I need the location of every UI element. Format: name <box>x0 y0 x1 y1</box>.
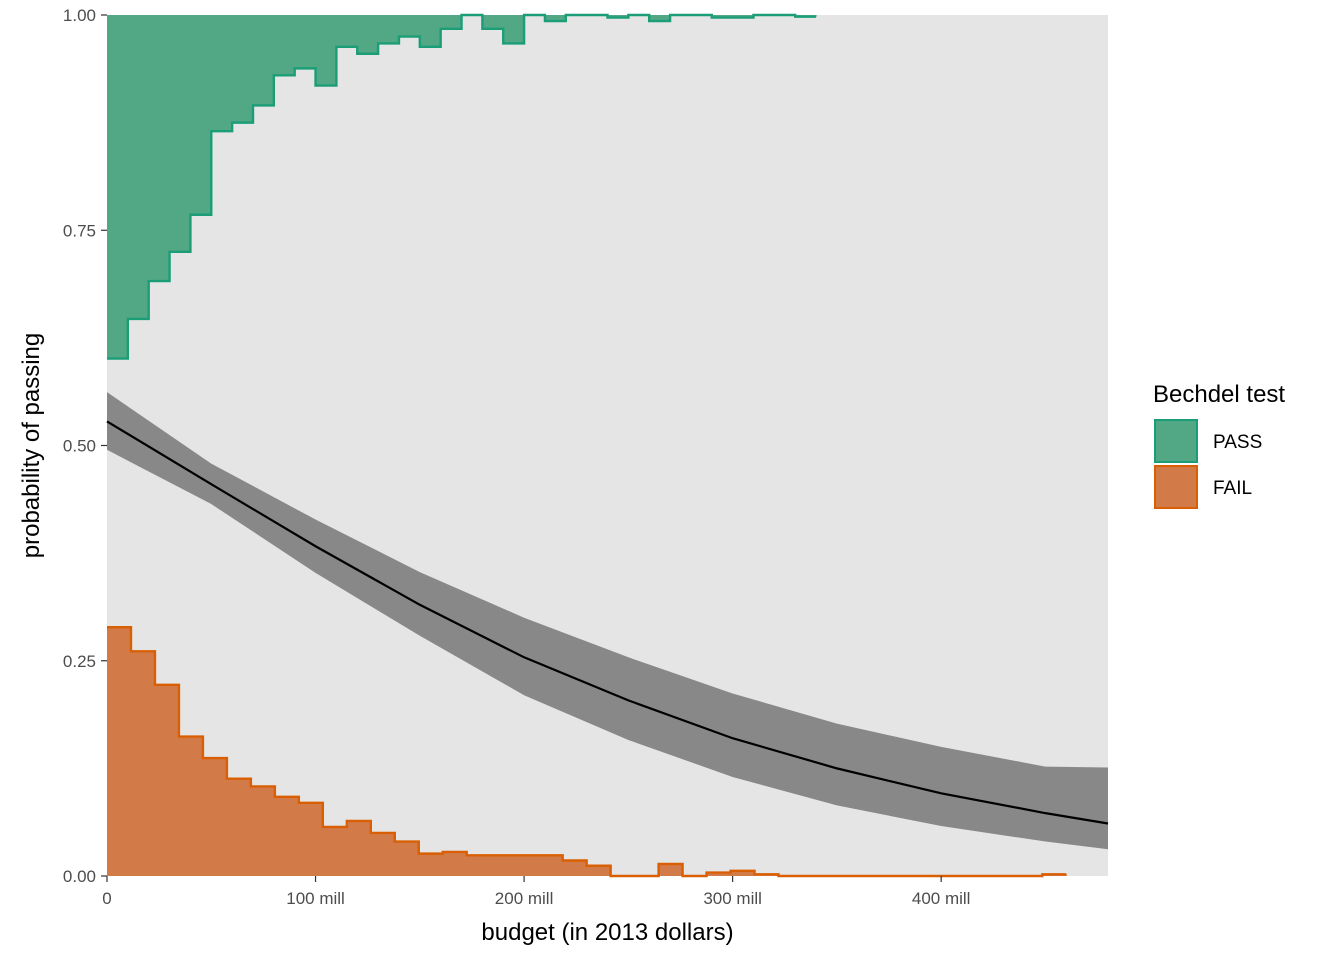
x-tick-label: 0 <box>102 889 111 908</box>
fail-histogram-bar <box>250 786 276 876</box>
pass-histogram-bar <box>315 15 337 86</box>
y-tick-label: 0.25 <box>63 652 96 671</box>
legend-key-fail <box>1154 465 1198 509</box>
legend: Bechdel test PASS FAIL <box>1153 381 1285 509</box>
fail-histogram-outline <box>107 625 1067 878</box>
pass-histogram-bar <box>273 15 296 76</box>
pass-histogram-bar <box>169 15 192 252</box>
pass-histogram-bar <box>398 15 421 37</box>
fail-histogram-bar <box>658 863 684 876</box>
y-tick-label: 0.50 <box>63 437 96 456</box>
fail-histogram-layer <box>107 625 1067 878</box>
fit-curve <box>106 420 1109 825</box>
fail-histogram-bar <box>346 820 372 876</box>
fail-histogram-bar <box>394 841 420 876</box>
pass-histogram-bar <box>336 15 358 47</box>
pass-histogram-bar <box>732 15 755 18</box>
y-tick-label: 0.00 <box>63 867 96 886</box>
pass-histogram-bar <box>357 15 379 54</box>
fail-histogram-bar <box>322 826 348 876</box>
x-tick-label: 100 mill <box>286 889 345 908</box>
x-axis: 0 100 mill 200 mill 300 mill 400 mill <box>102 876 970 908</box>
plot-panel <box>107 15 1108 876</box>
x-tick-label: 200 mill <box>495 889 554 908</box>
fail-histogram-bar <box>538 855 564 876</box>
x-tick-label: 300 mill <box>703 889 762 908</box>
fail-histogram-bar <box>154 684 180 876</box>
confidence-band <box>107 392 1108 850</box>
y-tick-label: 0.75 <box>63 221 96 240</box>
fail-histogram-bar <box>442 851 468 876</box>
pass-histogram-bar <box>544 15 567 22</box>
fail-histogram-bar <box>202 758 228 876</box>
x-axis-title: budget (in 2013 dollars) <box>481 919 733 946</box>
confidence-band-layer <box>107 392 1108 850</box>
fail-histogram-bar <box>298 802 324 876</box>
fail-histogram-bar <box>586 865 612 876</box>
fail-histogram-bar <box>466 855 492 876</box>
pass-histogram-bar <box>252 15 275 106</box>
legend-key-pass <box>1154 419 1198 463</box>
pass-histogram-bar <box>211 15 233 132</box>
legend-label-pass: PASS <box>1213 432 1262 453</box>
pass-histogram-bar <box>649 15 671 22</box>
legend-title: Bechdel test <box>1153 381 1285 408</box>
fail-histogram-bar <box>274 796 300 876</box>
y-axis: 0.00 0.25 0.50 0.75 1.00 <box>63 6 107 886</box>
pass-histogram-bar <box>232 15 254 123</box>
fail-histogram-bar <box>562 860 588 876</box>
pass-histogram-bar <box>294 15 317 69</box>
fail-histogram-bar <box>514 855 540 876</box>
fail-histogram-bar <box>370 832 396 876</box>
fail-histogram-bar <box>418 853 444 876</box>
pass-histogram-bar <box>107 15 129 359</box>
pass-histogram-outline <box>107 13 817 360</box>
pass-histogram-bar <box>440 15 463 29</box>
pass-histogram-bar <box>711 15 734 18</box>
legend-label-fail: FAIL <box>1213 478 1252 499</box>
pass-histogram-bar <box>127 15 150 319</box>
fail-histogram-bar <box>178 736 204 876</box>
pass-histogram-bar <box>607 15 629 18</box>
fail-histogram-bar <box>490 855 516 876</box>
pass-histogram-bar <box>190 15 212 215</box>
fail-histogram-bar <box>107 627 132 876</box>
y-tick-label: 1.00 <box>63 6 96 25</box>
pass-histogram-bar <box>482 15 504 29</box>
fail-histogram-bar <box>706 872 732 876</box>
pass-histogram-bar <box>503 15 525 44</box>
fail-histogram-bar <box>226 778 252 876</box>
pass-histogram-bar <box>378 15 400 44</box>
fail-histogram-bar <box>130 651 156 876</box>
y-axis-title: probability of passing <box>18 333 45 558</box>
pass-histogram-bar <box>419 15 442 47</box>
pass-histogram-bar <box>148 15 171 282</box>
x-tick-label: 400 mill <box>912 889 971 908</box>
fail-histogram-bar <box>730 870 756 876</box>
fit-curve-layer <box>106 420 1109 825</box>
pass-histogram-layer <box>107 13 817 360</box>
